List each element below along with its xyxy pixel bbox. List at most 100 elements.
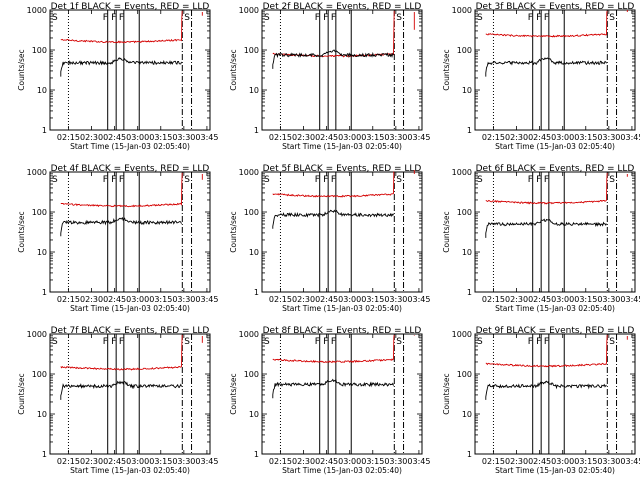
y-tick-label: 100 [32,208,47,217]
y-tick-label: 1 [254,450,259,459]
y-tick-label: 1000 [452,330,472,339]
detector-panel-9: Det 9f BLACK = Events, RED = LLD 1 10 100 10… [442,326,640,475]
series-lld [485,10,608,38]
saa-letter-s: S [477,13,483,23]
y-tick-label: 100 [244,370,259,379]
y-axis-label: Counts/sec [17,373,26,414]
y-tick-label: 100 [32,370,47,379]
x-tick-label: 02:30 [505,295,528,304]
detector-panel-6: Det 6f BLACK = Events, RED = LLD 1 10 100 10… [442,164,640,313]
x-tick-label: 02:15 [269,133,292,142]
flag-letter-f: F [119,337,124,347]
x-tick-label: 03:15 [361,133,384,142]
x-tick-label: 03:15 [361,457,384,466]
y-axis-label: Counts/sec [442,373,451,414]
flag-letter-f: F [323,337,328,347]
saa-letter-s: S [52,337,58,347]
y-tick-label: 1 [42,126,47,135]
y-tick-label: 1000 [452,168,472,177]
y-tick-label: 1 [467,126,472,135]
y-tick-label: 10 [462,86,472,95]
y-tick-label: 100 [457,370,472,379]
y-axis-label: Counts/sec [442,211,451,252]
y-tick-label: 100 [32,46,47,55]
y-tick-label: 1000 [27,330,47,339]
saa-letter-s: S [264,13,270,23]
saa-letter-s: S [52,13,58,23]
panel-title: Det 6f BLACK = Events, RED = LLD [476,164,635,174]
plot-frame [261,9,423,131]
x-tick-label: 03:30 [597,133,620,142]
x-tick-label: 02:15 [482,457,505,466]
x-tick-label: 03:45 [620,133,640,142]
x-tick-label: 03:30 [597,457,620,466]
x-tick-label: 02:15 [269,457,292,466]
y-tick-label: 1000 [452,6,472,15]
y-axis-label: Counts/sec [229,49,238,90]
x-tick-label: 02:15 [482,133,505,142]
saa-letter-s: S [184,13,190,23]
flag-letter-f: F [536,175,541,185]
flag-letter-f: F [103,175,108,185]
plot-frame [474,171,636,293]
detector-panel-4: Det 4f BLACK = Events, RED = LLD 1 10 100 10… [17,164,218,313]
x-axis-label: Start Time (15-Jan-03 02:05:40) [70,466,190,475]
x-axis-label: Start Time (15-Jan-03 02:05:40) [495,466,615,475]
y-tick-label: 1 [42,288,47,297]
x-tick-label: 03:15 [574,457,597,466]
x-axis-label: Start Time (15-Jan-03 02:05:40) [282,142,402,151]
series-events [485,57,607,77]
x-tick-label: 02:30 [80,133,103,142]
x-tick-label: 02:30 [80,457,103,466]
detector-panel-2: Det 2f BLACK = Events, RED = LLD 1 10 100 10… [229,2,430,151]
y-tick-label: 10 [249,248,259,257]
flag-letter-f: F [528,175,533,185]
plot-frame [474,333,636,455]
saa-letter-s: S [184,175,190,185]
x-tick-label: 03:30 [172,295,195,304]
y-tick-label: 100 [244,208,259,217]
series-events [60,57,182,77]
detector-panel-8: Det 8f BLACK = Events, RED = LLD 1 10 100 10… [229,326,430,475]
flag-letter-f: F [331,175,336,185]
y-tick-label: 1000 [239,168,259,177]
panel-title: Det 8f BLACK = Events, RED = LLD [263,326,422,336]
x-tick-label: 02:15 [57,295,80,304]
x-axis-label: Start Time (15-Jan-03 02:05:40) [282,466,402,475]
series-lld [60,172,183,208]
detector-panel-5: Det 5f BLACK = Events, RED = LLD 1 10 100 10… [229,164,430,313]
x-tick-label: 03:00 [126,133,149,142]
x-tick-label: 02:30 [292,133,315,142]
panel-title: Det 9f BLACK = Events, RED = LLD [476,326,635,336]
flag-letter-f: F [528,337,533,347]
x-tick-label: 02:45 [103,295,126,304]
x-tick-label: 02:30 [80,295,103,304]
x-tick-label: 03:45 [620,457,640,466]
x-tick-label: 02:30 [292,295,315,304]
series-lld [60,334,183,371]
panel-title: Det 7f BLACK = Events, RED = LLD [51,326,210,336]
y-axis-label: Counts/sec [442,49,451,90]
y-axis-label: Counts/sec [229,373,238,414]
flag-letter-f: F [315,13,320,23]
panel-title: Det 5f BLACK = Events, RED = LLD [263,164,422,174]
saa-letter-s: S [396,13,402,23]
x-tick-label: 03:15 [361,295,384,304]
x-tick-label: 03:00 [551,457,574,466]
y-tick-label: 1 [254,126,259,135]
flag-letter-f: F [119,13,124,23]
x-tick-label: 02:45 [103,457,126,466]
flag-letter-f: F [103,13,108,23]
x-tick-label: 03:00 [338,133,361,142]
y-tick-label: 1000 [27,168,47,177]
y-axis-label: Counts/sec [17,49,26,90]
saa-letter-s: S [477,175,483,185]
flag-letter-f: F [111,337,116,347]
saa-letter-s: S [609,13,615,23]
flag-letter-f: F [315,175,320,185]
saa-letter-s: S [396,175,402,185]
plot-frame [261,333,423,455]
series-events [485,380,607,400]
x-axis-label: Start Time (15-Jan-03 02:05:40) [495,142,615,151]
